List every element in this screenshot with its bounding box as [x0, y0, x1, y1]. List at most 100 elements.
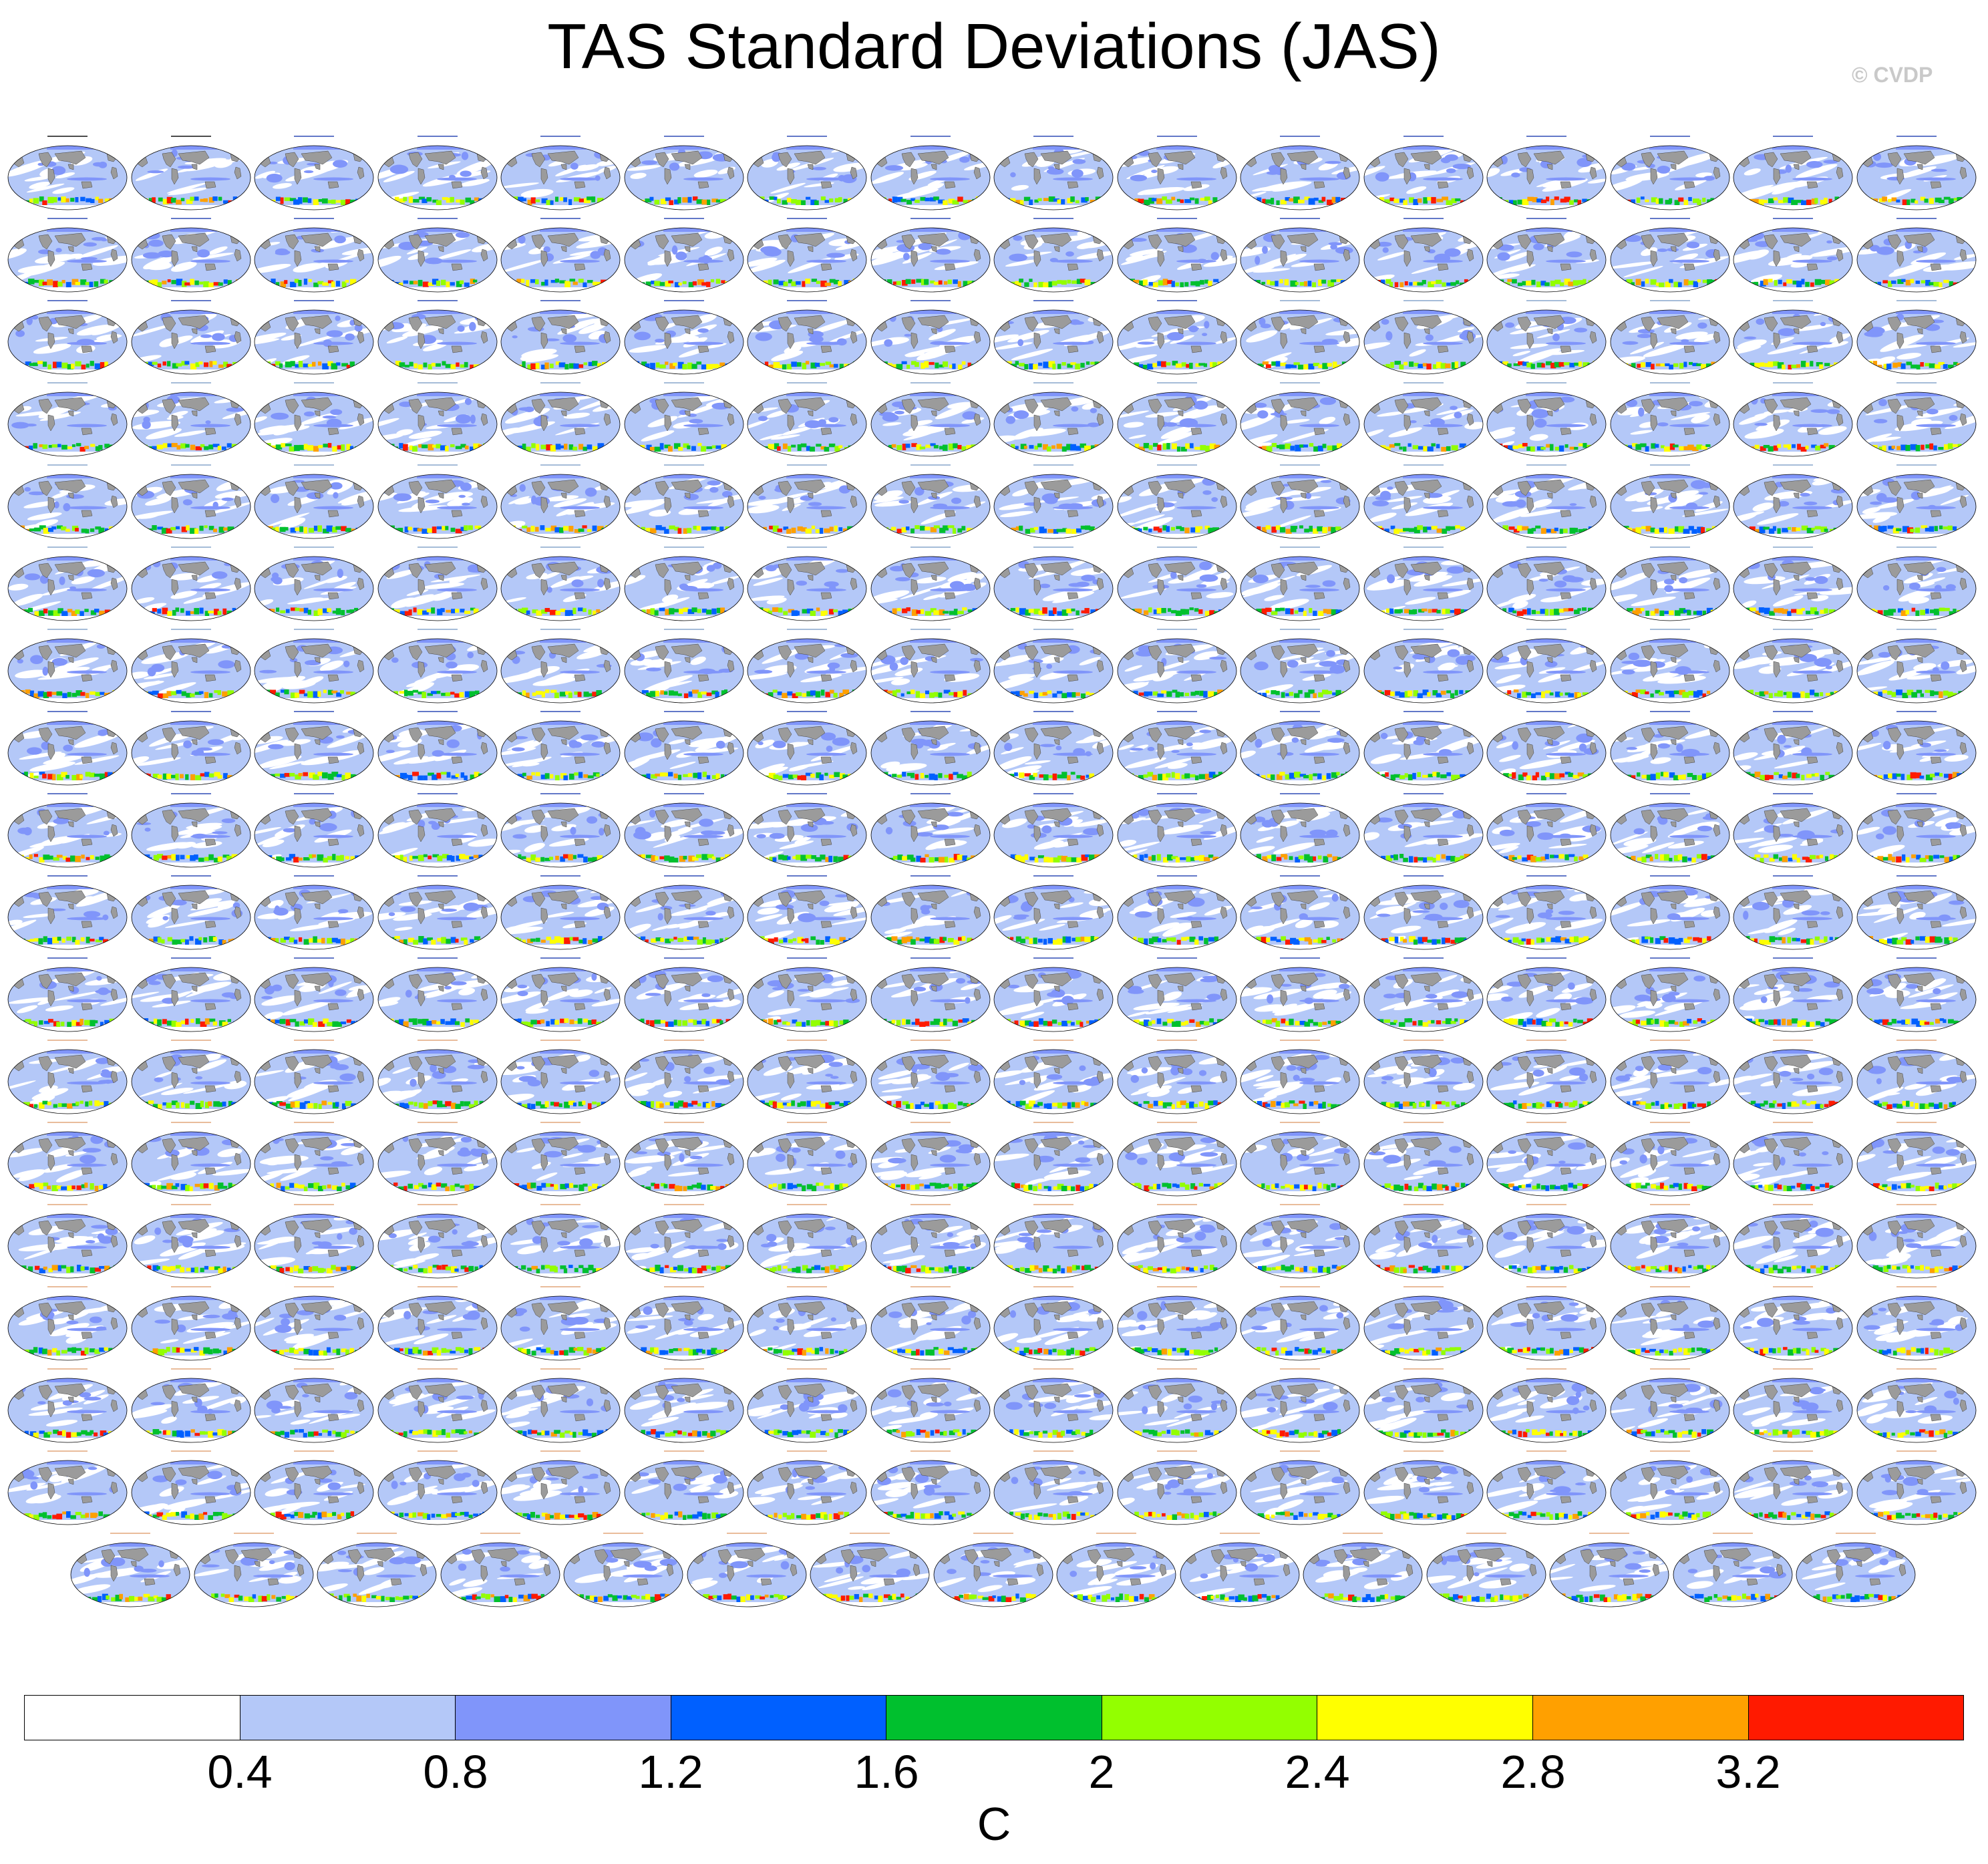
- landmass: [1560, 1496, 1572, 1504]
- watermark: © CVDP: [1852, 63, 1933, 87]
- landmass: [1280, 168, 1288, 185]
- landmass: [1560, 921, 1572, 929]
- landmass: [1067, 1003, 1079, 1011]
- panel-title: [253, 134, 375, 139]
- map-panel: [746, 791, 868, 870]
- panel-title-mark: [47, 711, 88, 712]
- map-panel: [1486, 1038, 1607, 1116]
- map-panel: [1732, 627, 1854, 706]
- landmass: [560, 246, 567, 253]
- landmass: [671, 315, 702, 329]
- panel-title: [1609, 627, 1731, 632]
- panel-title: [253, 1202, 375, 1207]
- panel-title-mark: [47, 547, 88, 548]
- panel-title-mark: [417, 464, 458, 466]
- landmass: [697, 592, 709, 600]
- panel-title-mark: [1033, 300, 1073, 301]
- panel-title-mark: [663, 1040, 704, 1041]
- panel-title-mark: [1156, 1368, 1197, 1370]
- panel-title: [993, 1448, 1114, 1454]
- world-map: [131, 1460, 251, 1525]
- colorbar-tick-label: 0.8: [423, 1746, 488, 1798]
- map-panel: [1856, 134, 1977, 212]
- world-map: [1117, 1460, 1236, 1525]
- landmass: [1067, 345, 1079, 353]
- landmass: [944, 510, 955, 518]
- world-map: [1363, 474, 1483, 539]
- landmass: [1300, 164, 1307, 170]
- landmass: [531, 152, 546, 168]
- landmass: [1220, 331, 1227, 344]
- world-map: [1117, 802, 1236, 868]
- panel-title: [130, 380, 252, 385]
- world-map: [1733, 1131, 1853, 1197]
- world-map: [1610, 720, 1729, 786]
- map-panel: [377, 545, 498, 623]
- panel-title: [500, 380, 621, 385]
- panel-title: [253, 1284, 375, 1289]
- landmass: [973, 166, 981, 180]
- panel-title-mark: [726, 1533, 767, 1534]
- world-map: [254, 1378, 374, 1443]
- landmass: [820, 345, 832, 353]
- map-panel: [1486, 1120, 1607, 1199]
- landmass: [1177, 328, 1183, 335]
- landmass: [1437, 592, 1448, 600]
- panel-title: [7, 1284, 128, 1289]
- panel-title-mark: [294, 547, 334, 548]
- map-outline: [377, 227, 497, 293]
- map-panel: [1609, 955, 1731, 1034]
- landmass: [1683, 428, 1695, 436]
- world-map: [377, 967, 497, 1032]
- landmass: [418, 414, 425, 432]
- panel-title-mark: [170, 382, 211, 383]
- map-panel: [746, 1284, 868, 1363]
- map-outline: [1856, 309, 1976, 375]
- panel-title-mark: [787, 218, 827, 219]
- panel-title-mark: [1096, 1533, 1137, 1534]
- map-panel: [1239, 380, 1361, 459]
- landmass: [47, 414, 55, 432]
- landmass: [1220, 249, 1227, 262]
- landmass: [327, 263, 339, 271]
- map-panel: [500, 462, 621, 541]
- world-map: [624, 227, 743, 293]
- panel-title: [253, 1448, 375, 1454]
- panel-title: [1486, 1038, 1607, 1043]
- landmass: [81, 1414, 93, 1422]
- landmass: [1713, 331, 1720, 344]
- landmass: [1157, 250, 1164, 267]
- world-map: [1117, 1213, 1236, 1279]
- panel-title: [746, 380, 868, 385]
- world-map: [254, 556, 374, 621]
- world-map: [131, 1049, 251, 1114]
- map-panel: [1363, 134, 1484, 212]
- map-panel: [1486, 1366, 1607, 1445]
- landmass: [1683, 921, 1695, 929]
- map-outline: [377, 392, 497, 457]
- panel-title: [7, 1038, 128, 1043]
- world-map: [624, 1295, 743, 1361]
- landmass: [820, 1332, 832, 1340]
- map-outline: [7, 309, 128, 375]
- panel-title: [7, 216, 128, 221]
- panel-title: [1609, 1038, 1731, 1043]
- map-panel: [1486, 1284, 1607, 1363]
- map-panel: [1856, 709, 1977, 788]
- world-map: [624, 1049, 743, 1114]
- panel-title-mark: [663, 218, 704, 219]
- map-outline: [1610, 145, 1729, 210]
- world-map: [870, 1049, 990, 1114]
- panel-title: [623, 462, 745, 468]
- map-panel: [440, 1531, 561, 1609]
- map-panel: [746, 1120, 868, 1199]
- panel-title: [1486, 1202, 1607, 1207]
- panel-title-mark: [1773, 382, 1813, 383]
- landmass: [1560, 592, 1572, 600]
- panel-title-mark: [1280, 1368, 1320, 1370]
- landmass: [574, 510, 586, 518]
- landmass: [794, 315, 826, 329]
- panel-title-mark: [233, 1533, 274, 1534]
- panel-title: [1239, 462, 1361, 468]
- landmass: [1806, 1249, 1818, 1257]
